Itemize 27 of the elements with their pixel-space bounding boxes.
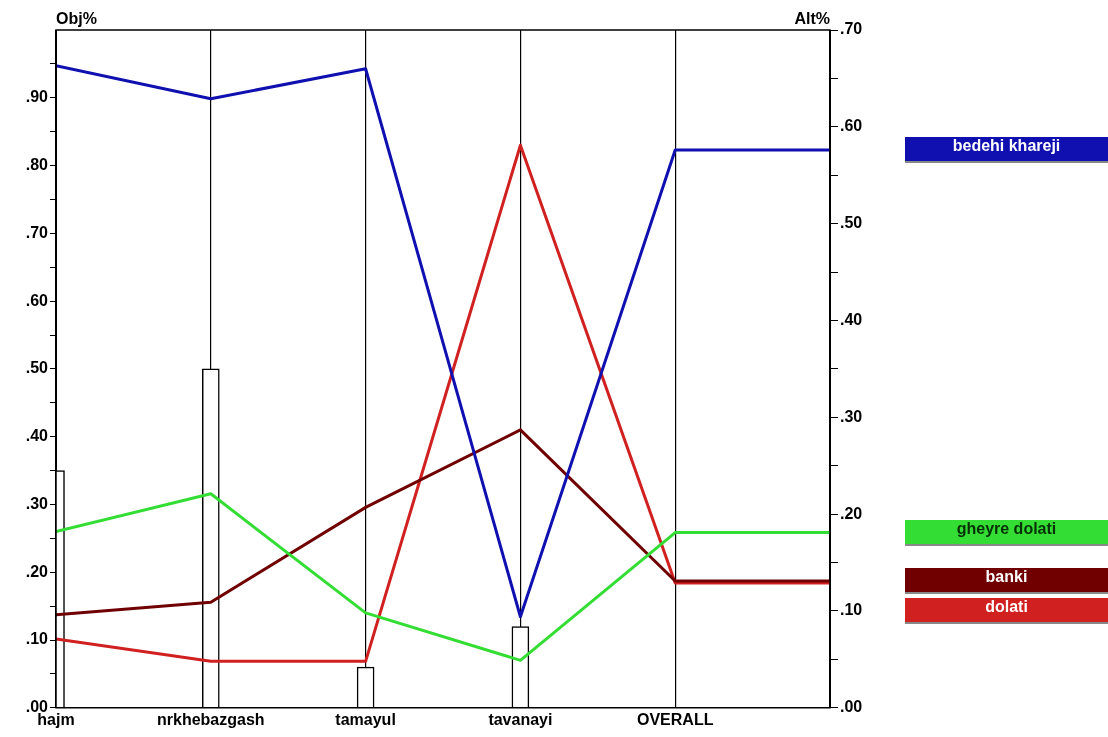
y2-tick-label: .70 [840,20,863,38]
y-tick-label: .90 [25,88,49,106]
y-tick-label: .70 [25,223,49,241]
y2-tick-label: .30 [840,407,863,425]
text: banki [905,567,1108,594]
y2-axis-title: Alt% [794,10,830,28]
y2-tick-label: .50 [840,214,863,232]
x-tick-label: tamayul [335,710,396,728]
text: dolati [905,597,1108,624]
y-tick-label: .30 [25,494,49,512]
y-tick-label: .10 [25,630,49,648]
text: bedehi khareji [905,137,1108,164]
x-tick-label: nrkhebazgash [157,710,265,728]
y-tick-label: .20 [25,562,49,580]
y-tick-label: .80 [25,155,49,173]
y-tick-label: .60 [25,291,49,309]
y2-tick-label: .00 [840,698,863,716]
y-tick-label: .40 [25,427,49,445]
x-tick-label: OVERALL [636,710,714,728]
y2-tick-label: .10 [840,601,863,619]
y2-tick-label: .20 [840,504,863,522]
text: gheyre dolati [905,519,1108,546]
y-tick-label: .50 [25,359,49,377]
y2-tick-label: .60 [840,117,863,135]
y2-tick-label: .40 [840,310,863,328]
x-tick-label: tavanayi [488,710,553,728]
y-axis-title: Obj% [56,10,97,28]
